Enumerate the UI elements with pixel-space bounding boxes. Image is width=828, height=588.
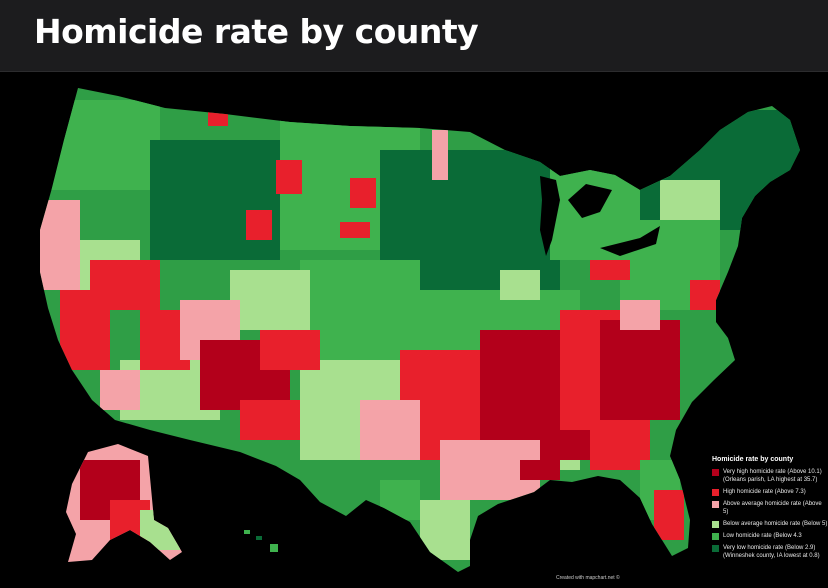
map-area: Homicide rate by county Very high homici… (0, 72, 828, 588)
legend-item-above-average: Above average homicide rate (Above 5) (712, 500, 828, 516)
legend-item-high: High homicide rate (Above 7.3) (712, 488, 828, 496)
legend-item-below-average: Below average homicide rate (Below 5) (712, 520, 828, 528)
hawaii (244, 530, 278, 552)
legend-label: Very high homicide rate (Above 10.1) (Or… (723, 469, 822, 483)
legend-item-very-high: Very high homicide rate (Above 10.1) (Or… (712, 468, 828, 484)
legend-swatch (712, 501, 719, 508)
legend-swatch (712, 545, 719, 552)
great-lakes (540, 176, 660, 256)
alaska (66, 444, 182, 562)
legend-swatch (712, 521, 719, 528)
page-title: Homicide rate by county (34, 12, 479, 51)
legend-label: Low homicide rate (Below 4.3 (723, 533, 802, 539)
legend-label: High homicide rate (Above 7.3) (723, 489, 806, 495)
legend-label: Above average homicide rate (Above 5) (723, 501, 822, 515)
legend-swatch (712, 489, 719, 496)
map-credit: Created with mapchart.net © (556, 575, 620, 581)
map-legend: Homicide rate by county Very high homici… (712, 456, 828, 564)
us-county-map (40, 88, 800, 572)
title-bar: Homicide rate by county (0, 0, 828, 72)
legend-title: Homicide rate by county (712, 456, 794, 463)
legend-item-very-low: Very low homicide rate (Below 2.9) (Winn… (712, 544, 828, 560)
legend-label: Below average homicide rate (Below 5) (723, 521, 828, 527)
legend-item-low: Low homicide rate (Below 4.3 (712, 532, 828, 540)
legend-swatch (712, 469, 719, 476)
legend-swatch (712, 533, 719, 540)
legend-label: Very low homicide rate (Below 2.9) (Winn… (723, 545, 820, 559)
